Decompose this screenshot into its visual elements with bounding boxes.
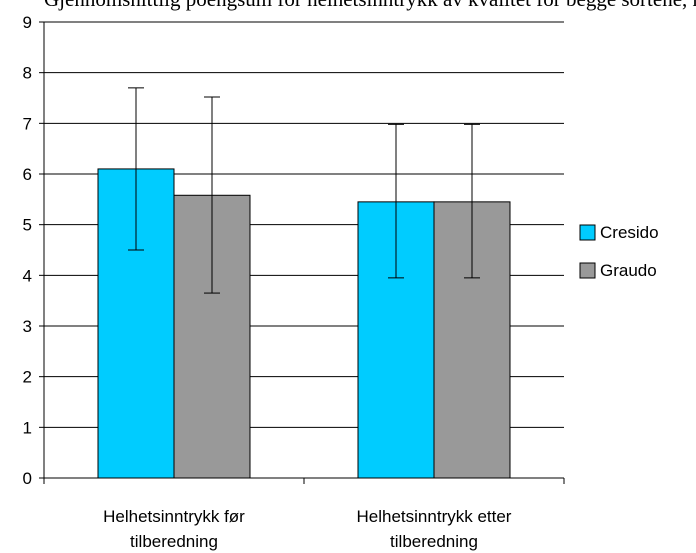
x-category-label: tilberedning (390, 532, 478, 551)
legend-label-graudo: Graudo (600, 261, 657, 280)
legend-swatch-cresido (579, 224, 596, 241)
legend: Cresido Graudo (579, 223, 659, 280)
y-tick-label: 9 (23, 13, 32, 32)
y-tick-label: 4 (23, 266, 32, 285)
y-tick-label: 8 (23, 64, 32, 83)
chart-title: Gjennomsnittlig poengsum for helhetsinnt… (44, 0, 696, 11)
x-category-label: Helhetsinntrykk etter (357, 507, 512, 526)
legend-swatch-graudo (579, 262, 596, 279)
x-category-label: tilberedning (130, 532, 218, 551)
legend-label-cresido: Cresido (600, 223, 659, 242)
y-tick-label: 6 (23, 165, 32, 184)
bars (97, 168, 511, 479)
y-tick-label: 5 (23, 216, 32, 235)
y-tick-label: 0 (23, 469, 32, 488)
x-category-labels: Helhetsinntrykk før tilberedning Helhetsin… (103, 507, 512, 551)
x-category-label: Helhetsinntrykk før (103, 507, 245, 526)
y-tick-labels: 0 1 2 3 4 5 6 7 8 9 (23, 13, 32, 488)
y-tick-label: 2 (23, 368, 32, 387)
y-tick-label: 1 (23, 418, 32, 437)
error-bars (128, 87, 480, 294)
axes (39, 21, 565, 484)
y-tick-label: 7 (23, 114, 32, 133)
y-tick-label: 3 (23, 317, 32, 336)
